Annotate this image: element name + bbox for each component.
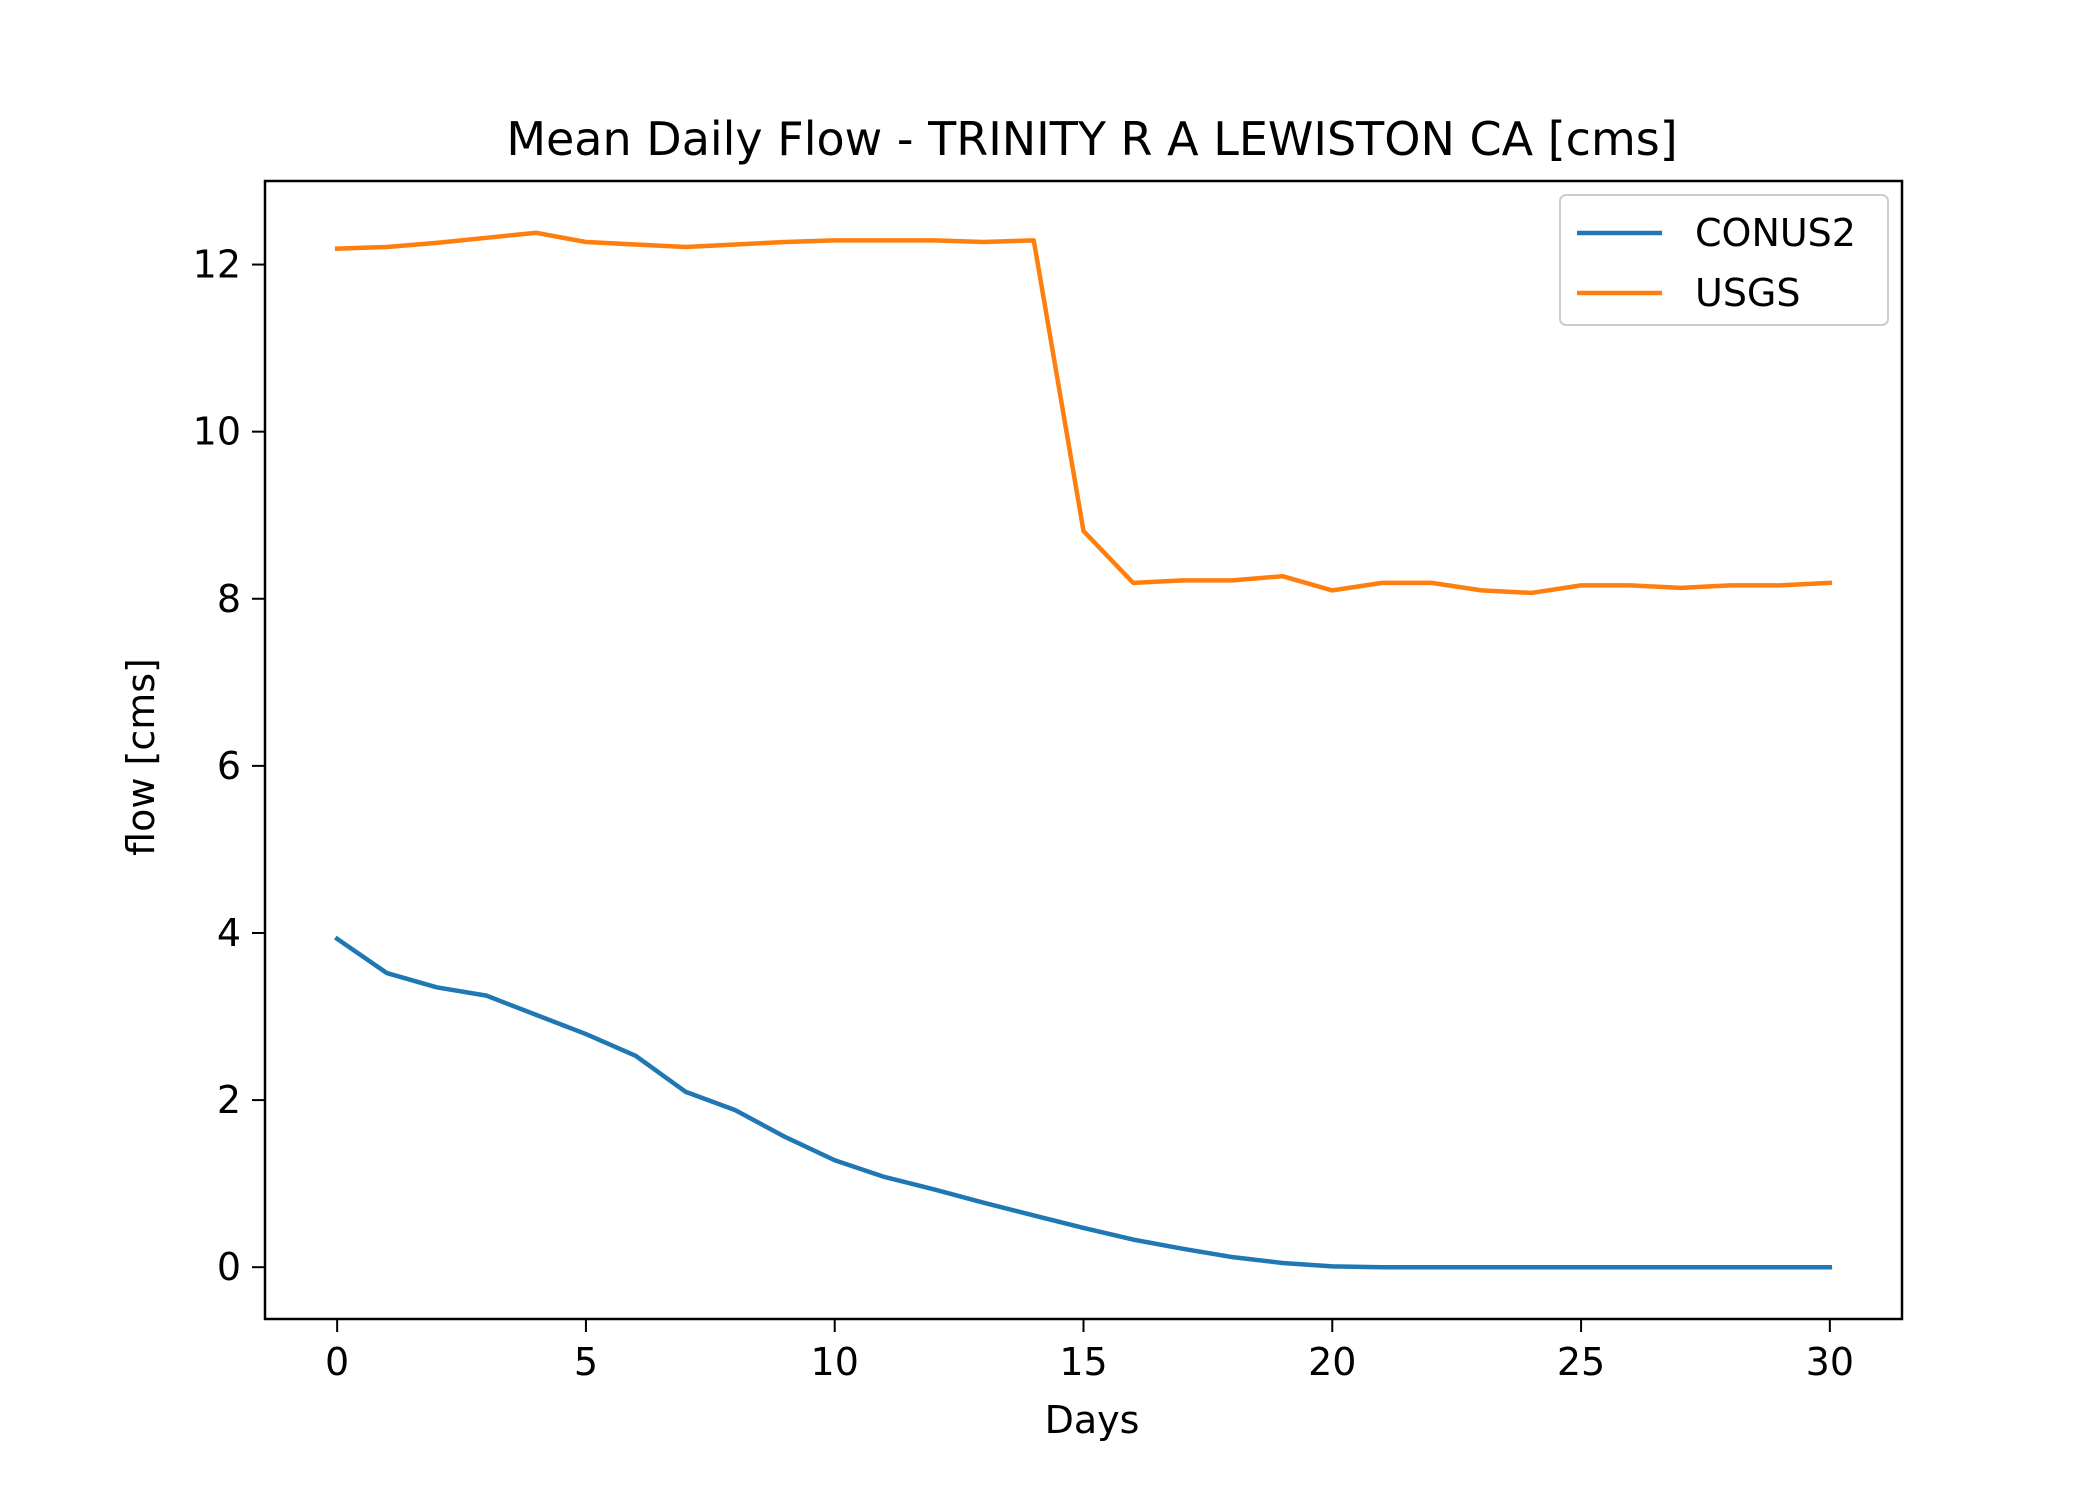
x-axis-ticks: 0 5 10 15 20 25 30: [325, 1319, 1854, 1384]
legend: CONUS2 USGS: [1559, 194, 1889, 326]
y-tick-label-0: 0: [217, 1245, 241, 1289]
x-tick-label-15: 15: [1059, 1340, 1107, 1384]
x-tick-label-20: 20: [1308, 1340, 1356, 1384]
legend-label-usgs: USGS: [1695, 271, 1801, 315]
y-tick-label-10: 10: [193, 410, 241, 454]
series-points-usgs: [337, 232, 1830, 593]
y-tick-label-6: 6: [217, 744, 241, 788]
plot-layer: [334, 230, 1833, 1270]
x-tick-label-30: 30: [1806, 1340, 1854, 1384]
x-axis-label: Days: [1045, 1398, 1140, 1442]
legend-label-conus2: CONUS2: [1695, 211, 1856, 255]
y-tick-label-12: 12: [193, 243, 241, 287]
y-axis-ticks: 0 2 4 6 8 10 12: [193, 243, 265, 1289]
y-tick-label-2: 2: [217, 1078, 241, 1122]
y-tick-label-8: 8: [217, 577, 241, 621]
y-axis-label: flow [cms]: [119, 658, 163, 856]
y-tick-label-4: 4: [217, 911, 241, 955]
chart-title: Mean Daily Flow - TRINITY R A LEWISTON C…: [506, 112, 1677, 166]
x-tick-label-10: 10: [811, 1340, 859, 1384]
x-tick-label-0: 0: [325, 1340, 349, 1384]
x-tick-label-25: 25: [1557, 1340, 1605, 1384]
x-tick-label-5: 5: [574, 1340, 598, 1384]
series-points-conus2: [337, 938, 1830, 1268]
